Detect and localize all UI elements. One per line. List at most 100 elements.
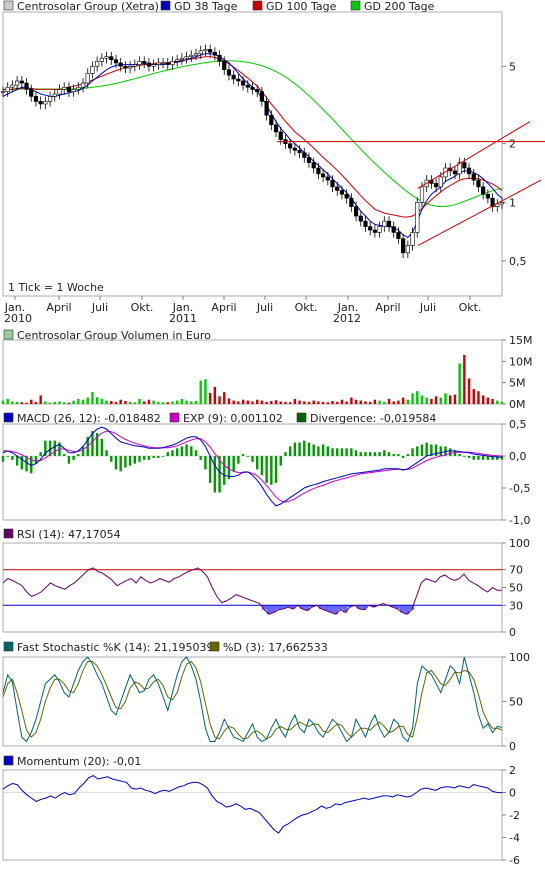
candle-body: [76, 86, 81, 90]
candle-body: [273, 124, 279, 133]
legend-exp-swatch: [169, 412, 180, 423]
volume-bar: [223, 392, 226, 404]
candle-body: [335, 186, 340, 191]
volume-bar: [312, 400, 315, 404]
candle-body: [198, 50, 203, 55]
divergence-bar: [152, 456, 155, 458]
volume-bar: [340, 399, 344, 404]
candle-body: [208, 49, 213, 53]
divergence-bar: [439, 446, 443, 456]
divergence-bar: [434, 444, 438, 456]
rsi-oversold-fill: [280, 605, 286, 609]
volume-bar: [368, 401, 372, 404]
rsi-oversold-fill: [347, 605, 353, 608]
volume-bar: [500, 401, 504, 404]
divergence-bar: [317, 446, 320, 456]
gd100-line: [3, 56, 503, 218]
legend-divergence-label: Divergence: -0,019584: [310, 412, 436, 425]
candle-body: [358, 215, 363, 222]
candle-body: [184, 56, 189, 59]
candle-body: [43, 101, 48, 105]
divergence-bar: [500, 456, 504, 460]
rsi-oversold-fill: [409, 605, 415, 610]
rsi-oversold-fill: [371, 605, 377, 608]
gd38-line: [2, 53, 503, 239]
candle-body: [47, 96, 53, 102]
volume-bar: [241, 399, 245, 404]
divergence-bar: [223, 456, 226, 485]
volume-bar: [383, 401, 386, 404]
candle-body: [278, 131, 283, 140]
candle-body: [339, 190, 345, 195]
candle-body: [485, 193, 490, 199]
volume-bar: [232, 400, 235, 404]
rsi-oversold-fill: [319, 605, 324, 609]
candle-body: [476, 179, 481, 188]
divergence-bar: [81, 446, 85, 456]
volume-bar: [208, 392, 212, 404]
divergence-bar: [138, 456, 141, 462]
momentum-axis-tick-label: -2: [509, 809, 520, 822]
volume-bar: [279, 401, 282, 404]
divergence-bar: [364, 452, 367, 456]
volume-bar: [11, 401, 14, 404]
x-month-label: April: [46, 301, 71, 314]
divergence-bar: [20, 456, 24, 470]
legend-stoch-k-label: Fast Stochastic %K (14): 21,195039: [17, 641, 213, 654]
candle-body: [377, 226, 382, 233]
candle-body: [481, 186, 486, 195]
rsi-oversold-fill: [328, 605, 334, 613]
candle-body: [193, 53, 199, 56]
macd-axis-tick-label: -0,5: [509, 482, 530, 495]
volume-bar: [293, 398, 297, 404]
divergence-bar: [161, 456, 165, 457]
macd-line: [2, 426, 503, 507]
volume-bar: [185, 400, 188, 404]
divergence-bar: [95, 432, 99, 456]
divergence-bar: [213, 456, 217, 493]
rsi-oversold-fill: [304, 605, 310, 611]
x-month-label: Juli: [256, 301, 273, 314]
candle-body: [288, 143, 293, 149]
volume-bar: [373, 399, 377, 404]
volume-bar: [227, 398, 231, 404]
volume-bar: [350, 397, 353, 404]
volume-bar: [331, 401, 334, 404]
divergence-bar: [48, 440, 52, 456]
candle-body: [146, 62, 152, 67]
divergence-bar: [232, 456, 235, 472]
volume-bar: [256, 399, 259, 404]
candle-body: [10, 84, 15, 88]
volume-bar: [439, 397, 443, 404]
candle-body: [292, 147, 297, 151]
exp-line: [3, 430, 503, 503]
volume-bar: [274, 400, 278, 404]
candle-body: [137, 61, 142, 65]
rsi-oversold-fill: [357, 605, 362, 609]
macd-axis-tick-label: 0,0: [509, 450, 527, 463]
candle-body: [52, 93, 57, 97]
divergence-bar: [387, 452, 391, 456]
volume-bar: [114, 401, 118, 404]
volume-bar: [453, 394, 457, 404]
divergence-bar: [91, 431, 94, 456]
candle-body: [95, 61, 100, 67]
candle-body: [128, 65, 133, 69]
candle-body: [405, 245, 410, 254]
candle-body: [212, 51, 217, 56]
legend-stoch-d-label: %D (3): 17,662533: [223, 641, 328, 654]
rsi-oversold-fill: [309, 605, 315, 608]
divergence-bar: [401, 456, 405, 458]
divergence-bar: [241, 454, 245, 456]
legend-macd-swatch: [3, 412, 14, 423]
volume-bar: [251, 401, 254, 404]
divergence-bar: [284, 452, 287, 456]
candle-body: [231, 74, 236, 80]
candle-body: [495, 203, 500, 207]
volume-bar: [67, 402, 71, 404]
volume-bar: [260, 400, 264, 404]
candle-body: [391, 226, 396, 233]
rsi-oversold-fill: [261, 605, 267, 610]
volume-bar: [420, 395, 424, 404]
volume-bar: [199, 380, 202, 404]
